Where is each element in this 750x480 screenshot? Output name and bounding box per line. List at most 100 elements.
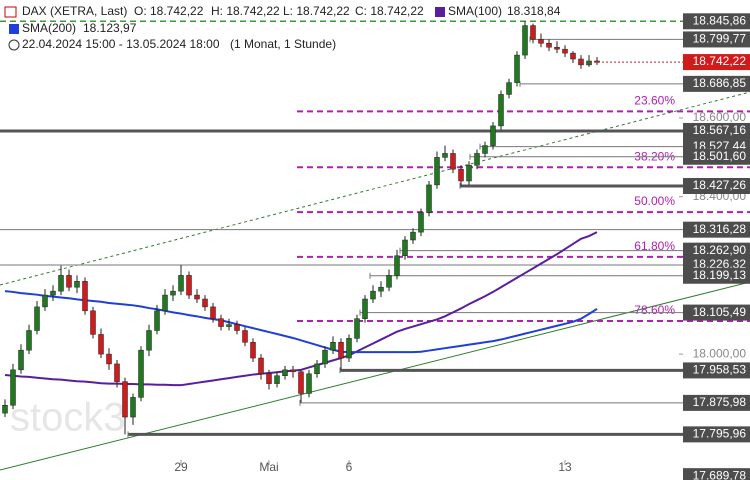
candle-body (338, 342, 344, 359)
candle-body (482, 145, 488, 154)
candle-body (2, 404, 8, 414)
candle-body (594, 60, 600, 63)
x-tick-label: 29 (174, 460, 188, 474)
candle-body (498, 94, 504, 127)
candle-body (322, 349, 328, 365)
candle-body (42, 294, 48, 308)
trend-line (0, 281, 750, 471)
title: DAX (XETRA, Last) (22, 4, 127, 18)
level-label: 18.799,77 (693, 32, 747, 46)
candle-body (346, 338, 352, 359)
level-label: 17.875,98 (693, 395, 747, 409)
candle-body (242, 330, 248, 343)
candle-body (578, 58, 584, 66)
candle-body (554, 46, 560, 50)
legend-label: SMA(100) (448, 4, 502, 18)
legend-label: SMA(200) (22, 21, 76, 35)
candle-body (90, 310, 96, 335)
candle-body (34, 306, 40, 331)
level-label: 17.689,78 (693, 468, 747, 480)
legend-value: 18.123,97 (83, 21, 137, 35)
level-box (683, 177, 750, 194)
quote-close: C: 18.742,22 (355, 4, 424, 18)
candle-body (250, 342, 256, 359)
candle-body (234, 324, 240, 331)
candle-body (370, 290, 376, 300)
level-box (683, 394, 750, 411)
date-range: 22.04.2024 15:00 - 13.05.2024 18:00 (22, 37, 220, 51)
y-tick-label: 18.600,00 (693, 110, 747, 124)
level-label: 18.567,16 (693, 123, 747, 137)
candle-body (210, 306, 216, 319)
level-label: 18.845,86 (693, 13, 747, 27)
level-label: 18.105,49 (693, 305, 747, 319)
x-tick-label: 13 (558, 460, 572, 474)
fib-label: 23.60% (634, 94, 675, 108)
candle-body (186, 275, 192, 296)
candle-body (450, 153, 456, 170)
candle-body (58, 275, 64, 292)
legend-swatch (435, 7, 445, 17)
candle-body (506, 82, 512, 95)
candle-body (162, 294, 168, 312)
level-box (683, 148, 750, 165)
candle-body (402, 239, 408, 256)
level-box (683, 221, 750, 238)
level-box (683, 267, 750, 284)
legend-swatch (9, 24, 19, 34)
candle-body (586, 60, 592, 66)
candle-body (266, 373, 272, 384)
candle-body (218, 318, 224, 327)
candle-body (522, 25, 528, 56)
candle-body (314, 363, 320, 375)
header: DAX (XETRA, Last) O: 18.742,22 H: 18.742… (4, 4, 561, 51)
candle-body (74, 281, 80, 288)
candle-body (18, 349, 24, 371)
fib-label: 50.00% (634, 194, 675, 208)
candle-body (410, 231, 416, 241)
level-box (683, 362, 750, 379)
y-tick-label: 18.000,00 (693, 346, 747, 360)
level-box (683, 242, 750, 259)
candle-body (170, 290, 176, 296)
level-label: 18.427,26 (693, 178, 747, 192)
candle-body (418, 212, 424, 233)
level-label: 18.316,28 (693, 222, 747, 236)
legend-value: 18.318,84 (507, 4, 561, 18)
candle-body (146, 330, 152, 351)
candle-body (178, 275, 184, 292)
candle-body (362, 298, 368, 319)
candle-body (298, 371, 304, 394)
x-tick-label: 6 (346, 460, 353, 474)
level-label: 17.795,96 (693, 427, 747, 441)
candle-body (394, 255, 400, 276)
candle-body (66, 275, 72, 288)
sma-line (4, 231, 598, 387)
candle-body (546, 43, 552, 48)
candle-body (202, 298, 208, 308)
candle-body (426, 184, 432, 213)
quote-open: O: 18.742,22 (134, 4, 204, 18)
candle-body (26, 330, 32, 351)
level-label: 18.262,90 (693, 243, 747, 257)
candle-body (274, 375, 280, 384)
candle-body (466, 164, 472, 182)
candle-body (530, 25, 536, 40)
clock-icon (8, 39, 20, 51)
plot: 18.000,0018.400,0018.600,0023.60%38.20%5… (0, 13, 750, 480)
candle-body (98, 334, 104, 355)
candle-body (282, 369, 288, 376)
candle-body (122, 381, 128, 418)
candle-body (82, 281, 88, 312)
candle-body (306, 373, 312, 394)
quote-high: H: 18.742,22 (211, 4, 280, 18)
candle-body (570, 52, 576, 60)
candle-body (138, 349, 144, 398)
level-box (683, 468, 750, 480)
candle-body (226, 324, 232, 327)
candle-body (538, 39, 544, 44)
level-label: 18.199,13 (693, 268, 747, 282)
x-tick-label: Mai (259, 460, 278, 474)
